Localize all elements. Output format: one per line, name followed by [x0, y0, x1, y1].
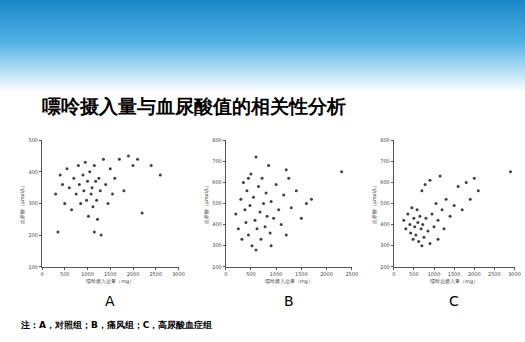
svg-text:300: 300: [380, 242, 390, 248]
svg-text:2000: 2000: [468, 271, 481, 277]
svg-text:800: 800: [380, 137, 390, 143]
svg-text:1000: 1000: [81, 271, 94, 277]
svg-text:400: 400: [212, 221, 222, 227]
svg-text:1000: 1000: [428, 271, 441, 277]
svg-text:500: 500: [246, 271, 256, 277]
svg-text:1500: 1500: [104, 271, 117, 277]
svg-text:0: 0: [224, 271, 227, 277]
svg-text:500: 500: [409, 271, 419, 277]
svg-text:C: C: [449, 293, 459, 309]
svg-text:300: 300: [212, 242, 222, 248]
svg-text:600: 600: [380, 179, 390, 185]
svg-text:2500: 2500: [488, 271, 501, 277]
svg-text:0: 0: [392, 271, 395, 277]
svg-text:200: 200: [28, 232, 38, 238]
svg-text:500: 500: [380, 200, 390, 206]
svg-text:2000: 2000: [320, 271, 333, 277]
svg-text:400: 400: [28, 169, 38, 175]
svg-text:400: 400: [380, 221, 390, 227]
svg-text:嘌呤摄入总量（mg）: 嘌呤摄入总量（mg）: [86, 278, 134, 285]
svg-text:700: 700: [212, 158, 222, 164]
svg-text:0: 0: [40, 271, 43, 277]
svg-text:1500: 1500: [448, 271, 461, 277]
svg-text:血尿酸（μmol/L）: 血尿酸（μmol/L）: [371, 182, 378, 224]
svg-text:血尿酸（μmol/L）: 血尿酸（μmol/L）: [19, 182, 26, 224]
svg-text:3000: 3000: [172, 271, 185, 277]
svg-text:2000: 2000: [127, 271, 140, 277]
svg-text:注：A，对照组；B，痛风组；C，高尿酸血症组: 注：A，对照组；B，痛风组；C，高尿酸血症组: [20, 320, 212, 330]
svg-text:700: 700: [380, 158, 390, 164]
svg-text:3000: 3000: [508, 271, 521, 277]
svg-text:600: 600: [212, 179, 222, 185]
svg-text:800: 800: [212, 137, 222, 143]
svg-text:500: 500: [60, 271, 70, 277]
svg-text:2500: 2500: [149, 271, 162, 277]
svg-text:嘌呤摄入量与血尿酸值的相关性分析: 嘌呤摄入量与血尿酸值的相关性分析: [42, 95, 346, 117]
svg-text:嘌呤总摄入量（mg）: 嘌呤总摄入量（mg）: [430, 278, 478, 285]
svg-text:B: B: [284, 293, 294, 309]
svg-text:500: 500: [212, 200, 222, 206]
svg-text:200: 200: [212, 264, 222, 270]
svg-text:2500: 2500: [345, 271, 358, 277]
svg-text:1500: 1500: [295, 271, 308, 277]
svg-text:嘌呤摄入总量（mg）: 嘌呤摄入总量（mg）: [265, 278, 313, 285]
svg-text:500: 500: [28, 137, 38, 143]
svg-text:300: 300: [28, 200, 38, 206]
svg-text:200: 200: [380, 264, 390, 270]
svg-text:100: 100: [28, 264, 38, 270]
svg-text:血尿酸（μmol/L）: 血尿酸（μmol/L）: [203, 182, 210, 224]
svg-text:A: A: [105, 293, 115, 309]
svg-text:1000: 1000: [270, 271, 283, 277]
